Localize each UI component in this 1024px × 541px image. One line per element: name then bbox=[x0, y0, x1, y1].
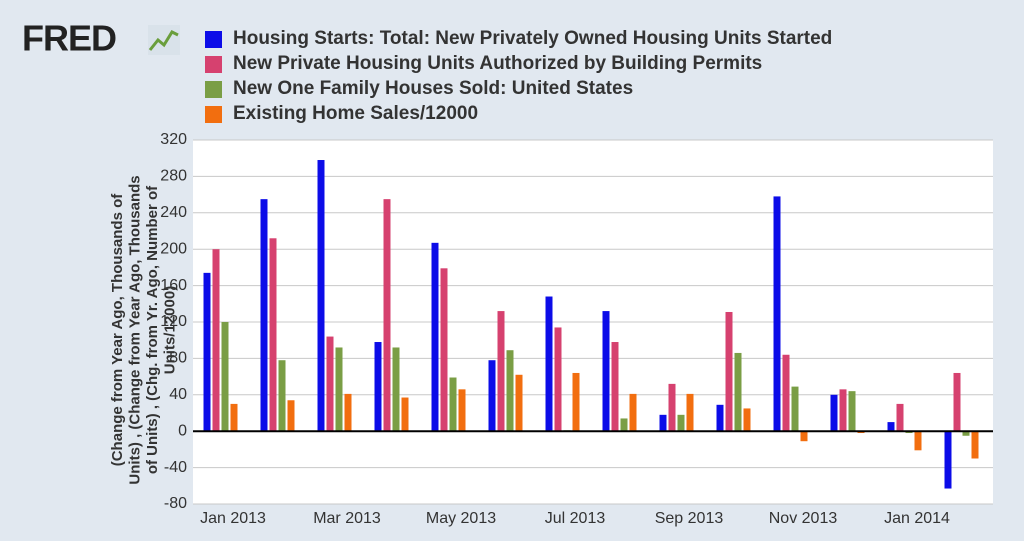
bar bbox=[326, 336, 334, 432]
bar bbox=[374, 342, 382, 432]
bar bbox=[782, 354, 790, 432]
bar bbox=[611, 342, 619, 432]
bar bbox=[506, 350, 514, 432]
bar bbox=[431, 242, 439, 432]
bar bbox=[773, 196, 781, 432]
bar bbox=[392, 347, 400, 432]
x-tick-label: Jan 2014 bbox=[884, 510, 950, 527]
bar bbox=[830, 394, 838, 432]
bar bbox=[848, 391, 856, 432]
bar bbox=[686, 393, 694, 432]
bar bbox=[791, 386, 799, 432]
legend-swatch bbox=[205, 106, 222, 123]
legend-swatch bbox=[205, 31, 222, 48]
y-axis-title: Units/12000) bbox=[161, 286, 178, 374]
bar bbox=[401, 397, 409, 432]
logo: FRED bbox=[22, 18, 116, 59]
y-tick-label: 80 bbox=[169, 350, 187, 367]
bar bbox=[962, 431, 970, 436]
bar bbox=[269, 238, 277, 432]
x-tick-label: Jan 2013 bbox=[200, 510, 266, 527]
bar bbox=[221, 322, 229, 432]
bar bbox=[344, 393, 352, 432]
bar bbox=[800, 431, 808, 442]
bar bbox=[383, 199, 391, 432]
bar bbox=[554, 327, 562, 432]
y-tick-label: 0 bbox=[178, 422, 187, 439]
bar bbox=[203, 272, 211, 432]
bar bbox=[545, 296, 553, 432]
legend-label: Housing Starts: Total: New Privately Own… bbox=[233, 28, 832, 49]
x-tick-label: Sep 2013 bbox=[655, 510, 724, 527]
bar bbox=[659, 414, 667, 432]
logo-icon bbox=[148, 25, 180, 55]
x-tick-label: Mar 2013 bbox=[313, 510, 381, 527]
y-tick-label: -40 bbox=[164, 459, 187, 476]
bar bbox=[944, 431, 952, 489]
bar bbox=[497, 311, 505, 432]
y-tick-label: 40 bbox=[169, 386, 187, 403]
bar bbox=[515, 374, 523, 432]
bar bbox=[278, 360, 286, 432]
y-tick-label: 240 bbox=[160, 204, 187, 221]
legend-label: New One Family Houses Sold: United State… bbox=[233, 78, 633, 99]
y-tick-label: 280 bbox=[160, 168, 187, 185]
bar bbox=[914, 431, 922, 451]
y-axis-title: of Units) , (Chg. from Yr. Ago, Number o… bbox=[144, 185, 161, 474]
bar bbox=[971, 431, 979, 459]
x-tick-label: Jul 2013 bbox=[545, 510, 606, 527]
bar bbox=[839, 389, 847, 432]
bar bbox=[887, 422, 895, 432]
y-tick-label: 200 bbox=[160, 240, 187, 257]
y-tick-label: -80 bbox=[164, 495, 187, 512]
bar bbox=[743, 408, 751, 432]
bar bbox=[572, 372, 580, 432]
bar bbox=[458, 389, 466, 432]
bar bbox=[317, 160, 325, 432]
legend-swatch bbox=[205, 56, 222, 73]
bar bbox=[953, 372, 961, 432]
bar bbox=[602, 311, 610, 432]
bar bbox=[629, 393, 637, 432]
bar bbox=[230, 403, 238, 432]
bar bbox=[734, 352, 742, 432]
y-axis-title: (Change from Year Ago, Thousands of bbox=[109, 193, 126, 467]
y-tick-label: 120 bbox=[160, 313, 187, 330]
bar bbox=[677, 414, 685, 432]
x-tick-label: Nov 2013 bbox=[769, 510, 838, 527]
legend-label: Existing Home Sales/12000 bbox=[233, 103, 478, 124]
legend-swatch bbox=[205, 81, 222, 98]
bar bbox=[725, 311, 733, 432]
x-tick-label: May 2013 bbox=[426, 510, 496, 527]
bar bbox=[668, 383, 676, 432]
bar bbox=[335, 347, 343, 432]
y-tick-label: 320 bbox=[160, 131, 187, 148]
bar bbox=[488, 360, 496, 432]
y-axis-title: Units) , (Change from Year Ago, Thousand… bbox=[126, 175, 143, 484]
bar bbox=[440, 268, 448, 432]
bar bbox=[287, 400, 295, 432]
bar bbox=[260, 199, 268, 432]
bar bbox=[896, 403, 904, 432]
bar bbox=[620, 418, 628, 432]
bar bbox=[212, 249, 220, 432]
bar bbox=[449, 377, 457, 432]
bar bbox=[716, 404, 724, 432]
legend-label: New Private Housing Units Authorized by … bbox=[233, 53, 762, 74]
y-tick-label: 160 bbox=[160, 277, 187, 294]
